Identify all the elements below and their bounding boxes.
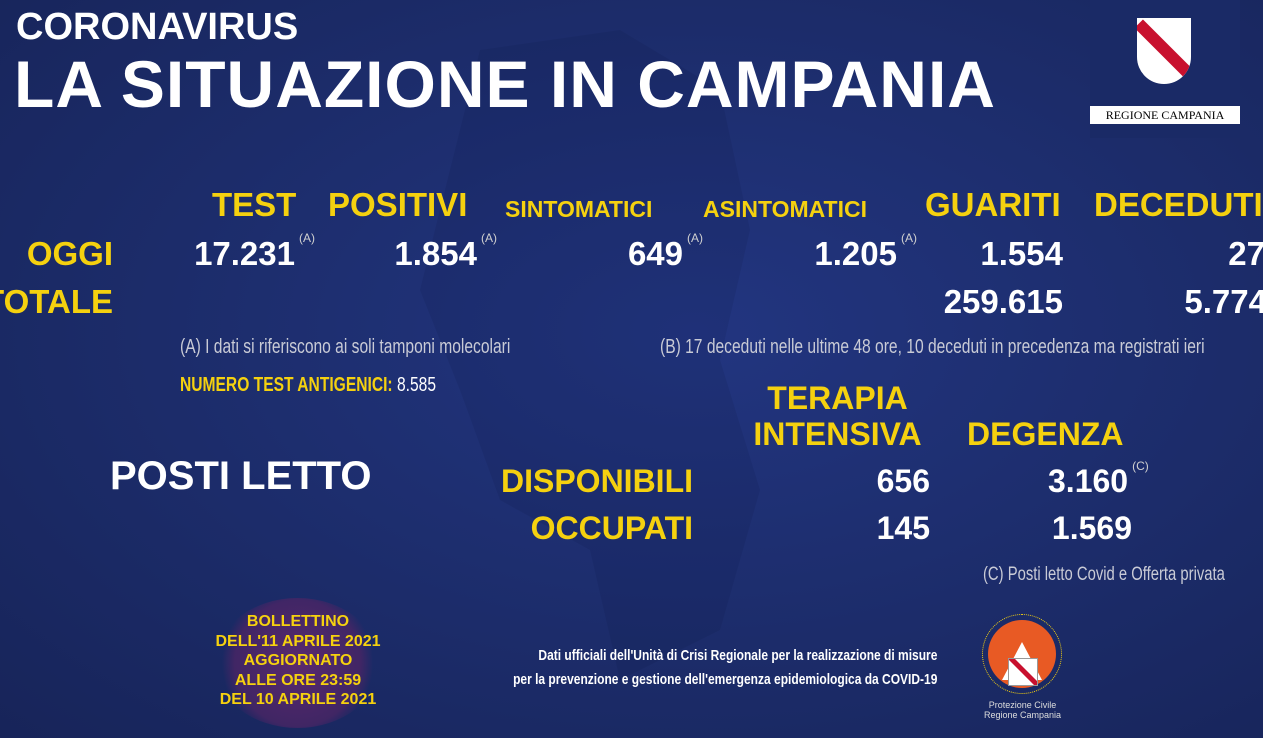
virus-icon: [215, 598, 380, 728]
antigen-tests: NUMERO TEST ANTIGENICI: 8.585: [180, 374, 437, 396]
degenza-disponibili: 3.160 (C): [1048, 459, 1149, 499]
col-degenza: DEGENZA: [967, 416, 1124, 452]
ti-occupati: 145: [876, 510, 930, 546]
beds-title: POSTI LETTO: [110, 454, 372, 498]
col-guariti: GUARITI: [925, 186, 1061, 223]
col-terapia-intensiva: TERAPIA INTENSIVA: [753, 380, 922, 452]
col-deceduti: DECEDUTI: [1094, 186, 1263, 223]
col-test: TEST: [212, 186, 297, 223]
note-c: (C) Posti letto Covid e Offerta privata: [983, 564, 1225, 585]
note-a: (A) I dati si riferiscono ai soli tampon…: [180, 336, 511, 358]
today-guariti: 1.554: [980, 235, 1063, 272]
total-deceduti: 5.774: [1184, 283, 1263, 320]
campania-map-silhouette: [420, 30, 760, 680]
protezione-civile-logo: Protezione Civile Regione Campania: [975, 612, 1070, 732]
col-sintomatici: SINTOMATICI: [505, 196, 653, 222]
source-text: Dati ufficiali dell'Unità di Crisi Regio…: [512, 647, 937, 688]
bulletin-date: BOLLETTINO DELL'11 APRILE 2021 AGGIORNATO A…: [215, 613, 381, 708]
col-positivi: POSITIVI: [328, 186, 468, 223]
page-title: LA SITUAZIONE IN CAMPANIA: [14, 47, 996, 121]
row-disponibili: DISPONIBILI: [500, 463, 693, 499]
ti-disponibili: 656: [876, 463, 930, 499]
today-test: 17.231 (A): [194, 231, 315, 272]
regione-campania-logo: REGIONE CAMPANIA: [1090, 0, 1240, 138]
degenza-occupati: 1.569: [1051, 510, 1132, 546]
row-totale: TOTALE: [0, 283, 113, 320]
today-sintomatici: 649 (A): [627, 231, 703, 272]
kicker: CORONAVIRUS: [16, 6, 299, 48]
row-oggi: OGGI: [26, 235, 113, 272]
coat-of-arms-icon: [1137, 18, 1191, 84]
row-occupati: OCCUPATI: [530, 510, 693, 546]
today-positivi: 1.854 (A): [394, 231, 497, 272]
total-guariti: 259.615: [943, 283, 1063, 320]
today-deceduti: 27: [1228, 235, 1263, 272]
note-b: (B) 17 deceduti nelle ultime 48 ore, 10 …: [660, 336, 1205, 358]
col-asintomatici: ASINTOMATICI: [703, 196, 867, 222]
today-asintomatici: 1.205 (A): [814, 231, 917, 272]
